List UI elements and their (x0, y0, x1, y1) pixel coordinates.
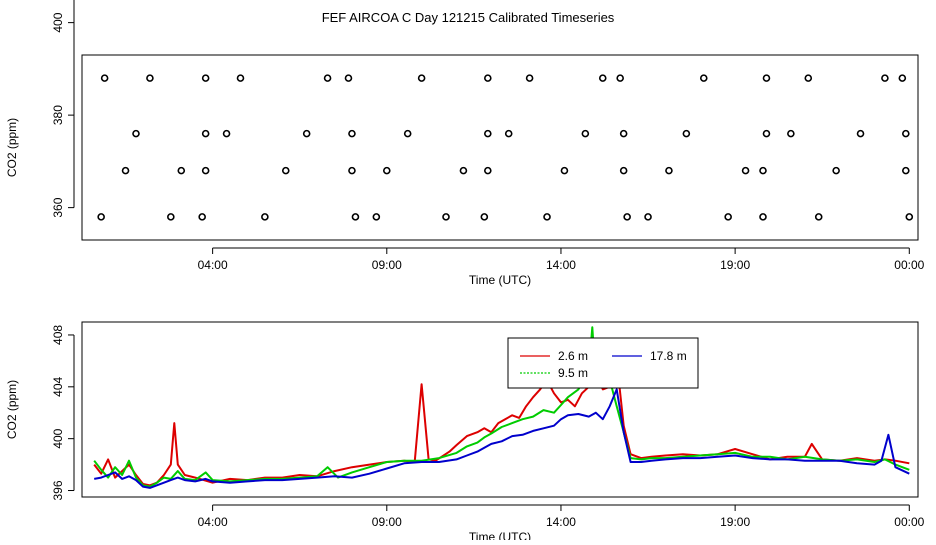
flagged-point (787, 129, 795, 138)
flagged-point (177, 166, 186, 175)
flagged-point (699, 74, 708, 82)
flagged-point (480, 213, 489, 221)
flagged-point (442, 213, 450, 221)
flagged-point (905, 213, 914, 221)
legend: 2.6 m 17.8 m 9.5 m (507, 337, 699, 389)
flagged-point (201, 166, 210, 175)
x-tick-label: 09:00 (372, 258, 402, 272)
flagged-point (525, 74, 534, 82)
flagged-point (724, 213, 732, 221)
series-line-2-6-m (93, 359, 910, 487)
x-axis-title: Time (UTC) (469, 530, 531, 540)
series-line-17-8-m (94, 388, 910, 489)
flagged-point (623, 213, 631, 221)
flagged-point (504, 129, 513, 138)
flagged-point (881, 74, 889, 82)
flagged-point (146, 74, 154, 82)
flagged-point (902, 129, 910, 138)
legend-label: 17.8 m (650, 349, 687, 363)
series-group (93, 326, 910, 489)
figure-title: FEF AIRCOA C Day 121215 Calibrated Times… (322, 10, 615, 25)
flagged-point (261, 213, 269, 221)
flagged-point (344, 74, 353, 82)
flagged-point (372, 213, 381, 221)
flagged-point (167, 213, 175, 221)
flagged-point (682, 129, 691, 138)
flagged-point (302, 129, 311, 138)
flagged-point (484, 129, 492, 138)
y-tick-label: 360 (51, 197, 65, 217)
flagged-point (348, 166, 356, 175)
x-tick-label: 00:00 (894, 258, 924, 272)
x-tick-label: 00:00 (894, 515, 924, 529)
x-axis-title: Time (UTC) (469, 273, 531, 287)
flagged-point (201, 74, 210, 82)
y-tick-label: 400 (51, 12, 65, 32)
flagged-point (382, 166, 391, 175)
flagged-point (198, 213, 206, 221)
y-tick-label: 404 (51, 376, 65, 396)
flagged-point (898, 74, 907, 82)
flagged-point (560, 166, 569, 175)
legend-box (507, 337, 699, 389)
flagged-point (222, 129, 231, 138)
flagged-point (132, 129, 140, 138)
flagged-point (236, 74, 245, 82)
flagged-point (856, 129, 865, 138)
y-axis-title: CO2 (ppm) (5, 380, 19, 439)
flagged-point (762, 74, 771, 82)
flagged-point (741, 166, 750, 175)
flagged-point (759, 213, 767, 221)
flagged-point (484, 166, 492, 175)
x-tick-label: 14:00 (546, 258, 576, 272)
series-line-9-5-m (93, 326, 910, 488)
flagged-point (832, 166, 840, 175)
y-tick-label: 396 (51, 480, 65, 500)
flagged-point (759, 166, 767, 175)
flagged-point (619, 129, 628, 138)
flagged-point (762, 129, 771, 138)
flagged-point (201, 129, 210, 138)
flagged-point (351, 213, 360, 221)
flagged-point (417, 74, 426, 82)
legend-label: 9.5 m (558, 366, 588, 380)
flagged-point (814, 213, 823, 221)
flagged-point (281, 166, 290, 175)
flagged-point (804, 74, 813, 82)
flagged-point (100, 74, 109, 82)
y-axis-title: CO2 (ppm) (5, 118, 19, 177)
flagged-point (121, 166, 130, 175)
flagged-point (323, 74, 332, 82)
plot-frame (81, 54, 919, 241)
bottom-panel: 396 400 404 408 CO2 (ppm) 04:00 09:00 14:00 19:0… (5, 321, 925, 544)
flagged-point (665, 166, 673, 175)
x-tick-label: 19:00 (720, 515, 750, 529)
flagged-point (348, 129, 356, 138)
flagged-point (902, 166, 910, 175)
flagged-point (644, 213, 652, 221)
x-tick-label: 14:00 (546, 515, 576, 529)
x-tick-label: 04:00 (198, 258, 228, 272)
x-tick-label: 04:00 (198, 515, 228, 529)
flagged-point (484, 74, 492, 82)
top-panel: 360380400420440460CO2 (ppm)04:0009:0014:… (5, 0, 925, 287)
y-tick-label: 380 (51, 105, 65, 125)
flagged-point (403, 129, 412, 138)
flagged-point (619, 166, 628, 175)
flagged-point (616, 74, 624, 82)
y-tick-label: 408 (51, 325, 65, 345)
legend-label: 2.6 m (558, 349, 588, 363)
flagged-point (97, 213, 105, 221)
flagged-point (459, 166, 468, 175)
y-tick-label: 400 (51, 428, 65, 448)
plot-frame (81, 321, 919, 498)
x-tick-label: 09:00 (372, 515, 402, 529)
flagged-point (598, 74, 607, 82)
flagged-point (581, 129, 590, 138)
flagged-point (543, 213, 551, 221)
x-tick-label: 19:00 (720, 258, 750, 272)
